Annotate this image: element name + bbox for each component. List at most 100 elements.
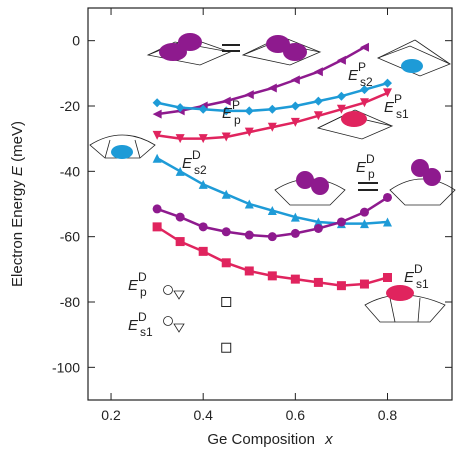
marker — [152, 130, 162, 140]
annotation-symbol: E — [348, 67, 359, 84]
marker — [221, 106, 231, 116]
marker — [198, 134, 208, 144]
marker — [290, 101, 300, 111]
marker — [313, 224, 323, 233]
annotation-sub: p — [140, 285, 147, 299]
marker — [267, 122, 277, 132]
marker — [152, 98, 162, 108]
marker — [244, 106, 254, 116]
annotation-sup: D — [138, 310, 147, 324]
annotation-sub: s1 — [416, 277, 429, 291]
marker — [313, 217, 323, 227]
y-tick-label: -100 — [52, 359, 80, 375]
x-tick-label: 0.2 — [101, 407, 121, 423]
marker — [336, 91, 346, 101]
marker — [244, 199, 254, 209]
marker — [382, 192, 392, 202]
marker — [267, 206, 277, 216]
marker — [290, 212, 300, 222]
marker — [175, 103, 185, 113]
marker — [221, 132, 231, 142]
marker — [313, 277, 323, 287]
marker — [382, 273, 392, 282]
annotation-symbol: E — [182, 155, 193, 172]
y-tick-label: -20 — [60, 98, 80, 114]
marker — [267, 104, 277, 114]
annotation-symbol: E — [356, 159, 367, 176]
marker — [244, 127, 254, 137]
marker — [290, 75, 300, 85]
marker — [198, 179, 208, 189]
annotation-symbol: E — [384, 99, 395, 116]
annotation-sub: s2 — [194, 163, 207, 177]
marker — [336, 104, 346, 114]
y-axis-label: Electron Energy E (meV) — [9, 121, 26, 287]
annotation-symbol: E — [128, 317, 139, 334]
series-line — [156, 196, 389, 238]
marker — [359, 219, 369, 229]
marker — [267, 83, 277, 93]
annotation-sup: P — [232, 98, 240, 112]
marker — [198, 104, 208, 114]
y-tick-label: -40 — [60, 163, 80, 179]
marker — [221, 96, 231, 106]
marker — [359, 42, 369, 52]
annotation: EP s2 — [348, 60, 373, 89]
marker — [175, 134, 185, 144]
marker — [152, 204, 162, 214]
annotation: ED p — [128, 270, 147, 299]
marker — [359, 98, 369, 108]
x-tick-label: 0.4 — [193, 407, 213, 423]
marker — [175, 237, 185, 247]
annotation-sub: p — [368, 167, 375, 181]
annotation: ED s1 — [404, 262, 429, 291]
marker — [290, 228, 300, 238]
marker — [221, 297, 232, 307]
plot-frame — [87, 7, 453, 401]
marker — [152, 109, 162, 119]
annotation: ED s1 — [128, 310, 153, 339]
marker — [198, 222, 208, 232]
marker — [382, 217, 392, 227]
marker — [382, 88, 392, 98]
annotation-sup: P — [394, 92, 402, 106]
marker — [221, 189, 231, 199]
x-tick-label: 0.6 — [286, 407, 306, 423]
annotation-sup: P — [358, 60, 366, 74]
marker — [198, 246, 208, 256]
annotation: EP p — [222, 98, 241, 127]
annotation: EP s1 — [384, 92, 409, 121]
annotation-sup: D — [138, 270, 147, 284]
y-tick-label: -60 — [60, 229, 80, 245]
marker — [221, 227, 231, 237]
marker — [359, 85, 369, 95]
marker — [175, 212, 185, 222]
marker — [244, 266, 254, 276]
marker — [359, 279, 369, 289]
annotation-sup: D — [366, 152, 375, 166]
y-tick-label: 0 — [72, 33, 80, 49]
annotation-sup: D — [192, 148, 201, 162]
annotation: ED p — [356, 152, 375, 181]
marker — [382, 78, 392, 88]
marker — [267, 232, 277, 242]
marker — [313, 67, 323, 77]
marker — [359, 207, 369, 217]
marker — [152, 222, 162, 232]
annotation-sup: D — [414, 262, 423, 276]
annotation-sub: s1 — [396, 107, 409, 121]
marker — [290, 274, 300, 284]
marker — [221, 342, 232, 353]
annotation-symbol: E — [128, 277, 139, 294]
marker — [152, 153, 162, 163]
annotation-sub: s2 — [360, 75, 373, 89]
annotation-symbol: E — [404, 269, 415, 286]
series-line — [156, 46, 366, 116]
marker — [267, 271, 277, 281]
marker — [336, 217, 346, 227]
marker — [221, 258, 231, 268]
marker — [244, 90, 254, 100]
annotation-sub: s1 — [140, 325, 153, 339]
marker — [336, 281, 346, 291]
